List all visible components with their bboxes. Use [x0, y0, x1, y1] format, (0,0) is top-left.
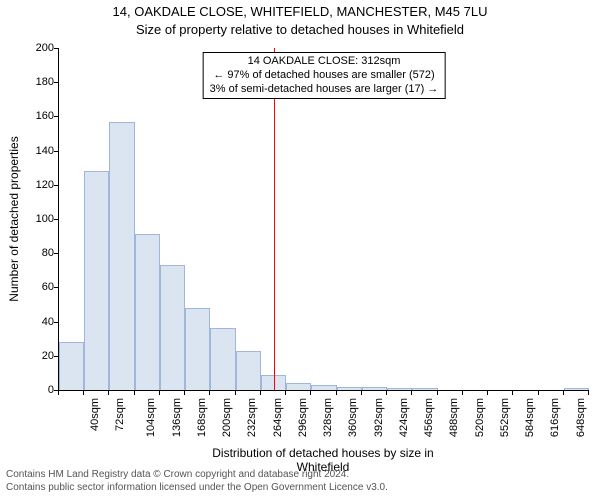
footnote: Contains HM Land Registry data © Crown c… [6, 469, 594, 494]
y-tick-label: 120 [2, 179, 54, 191]
x-tick-label: 552sqm [499, 398, 511, 437]
y-tick-label: 80 [2, 247, 54, 259]
histogram-bar [185, 308, 210, 390]
x-tick-label: 168sqm [196, 398, 208, 437]
x-axis-ticks: 40sqm 72sqm 104sqm 136sqm 168sqm 200sqm 232sqm… [58, 390, 588, 450]
x-tick-label: 104sqm [146, 398, 158, 437]
x-tick-label: 488sqm [448, 398, 460, 437]
histogram-bar [160, 265, 185, 390]
histogram-bar [59, 342, 84, 390]
histogram-bar [236, 351, 261, 390]
histogram-bar [286, 383, 311, 390]
y-tick-label: 0 [2, 384, 54, 396]
x-tick-label: 456sqm [423, 398, 435, 437]
footnote-line1: Contains HM Land Registry data © Crown c… [6, 469, 349, 480]
y-tick-label: 100 [2, 213, 54, 225]
annotation-line: 14 OAKDALE CLOSE: 312sqm [210, 55, 439, 69]
x-tick-label: 40sqm [89, 398, 101, 431]
annotation-line: 3% of semi-detached houses are larger (1… [210, 83, 439, 97]
chart-address-title: 14, OAKDALE CLOSE, WHITEFIELD, MANCHESTE… [0, 4, 600, 20]
x-tick-label: 136sqm [171, 398, 183, 437]
x-tick-label: 296sqm [297, 398, 309, 437]
x-tick-label: 392sqm [373, 398, 385, 437]
x-tick-label: 200sqm [221, 398, 233, 437]
histogram-bar [84, 171, 109, 390]
histogram-bar [135, 234, 160, 390]
x-tick-label: 616sqm [549, 398, 561, 437]
y-tick-label: 40 [2, 316, 54, 328]
y-tick-label: 160 [2, 110, 54, 122]
x-tick-label: 424sqm [398, 398, 410, 437]
y-tick-label: 140 [2, 145, 54, 157]
y-tick-label: 180 [2, 76, 54, 88]
annotation-box: 14 OAKDALE CLOSE: 312sqm← 97% of detache… [203, 52, 446, 99]
y-tick-label: 200 [2, 42, 54, 54]
histogram-bar [210, 328, 235, 390]
y-axis-ticks: 020406080100120140160180200 [0, 48, 58, 390]
figure-root: { "meta": { "width": 600, "height": 500 … [0, 0, 600, 500]
x-tick-label: 72sqm [114, 398, 126, 431]
x-tick-label: 648sqm [575, 398, 587, 437]
x-tick-label: 520sqm [474, 398, 486, 437]
plot-area: 14 OAKDALE CLOSE: 312sqm← 97% of detache… [58, 48, 589, 391]
x-tick-label: 232sqm [247, 398, 259, 437]
x-tick-label: 360sqm [348, 398, 360, 437]
x-tick-label: 328sqm [322, 398, 334, 437]
reference-line [274, 48, 275, 390]
x-tick-label: 584sqm [524, 398, 536, 437]
footnote-line2: Contains public sector information licen… [6, 482, 388, 493]
histogram-bar [109, 122, 134, 390]
annotation-line: ← 97% of detached houses are smaller (57… [210, 69, 439, 83]
chart-subtitle: Size of property relative to detached ho… [0, 22, 600, 38]
y-tick-label: 20 [2, 350, 54, 362]
x-tick-label: 264sqm [272, 398, 284, 437]
y-tick-label: 60 [2, 281, 54, 293]
